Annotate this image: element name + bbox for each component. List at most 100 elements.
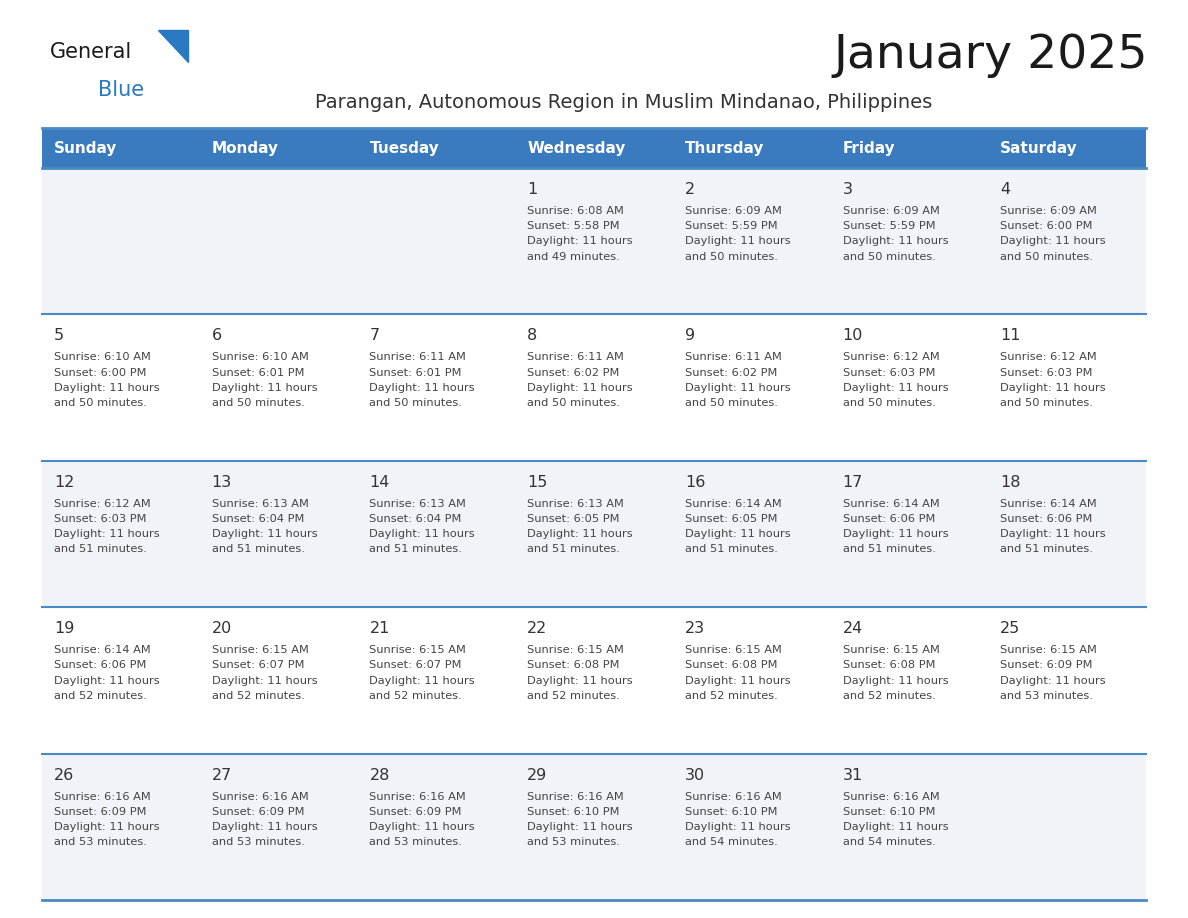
Text: Daylight: 11 hours: Daylight: 11 hours bbox=[842, 529, 948, 539]
Text: Sunrise: 6:16 AM: Sunrise: 6:16 AM bbox=[369, 791, 466, 801]
Text: and 52 minutes.: and 52 minutes. bbox=[684, 691, 778, 700]
Text: 3: 3 bbox=[842, 182, 853, 197]
Text: Friday: Friday bbox=[842, 140, 896, 155]
Text: and 51 minutes.: and 51 minutes. bbox=[842, 544, 935, 554]
Bar bbox=[42, 461, 1146, 607]
Text: Sunrise: 6:14 AM: Sunrise: 6:14 AM bbox=[842, 498, 940, 509]
Text: Sunset: 6:10 PM: Sunset: 6:10 PM bbox=[684, 807, 777, 817]
Text: Daylight: 11 hours: Daylight: 11 hours bbox=[527, 822, 633, 832]
Text: Sunrise: 6:13 AM: Sunrise: 6:13 AM bbox=[211, 498, 309, 509]
Text: and 51 minutes.: and 51 minutes. bbox=[369, 544, 462, 554]
Text: Daylight: 11 hours: Daylight: 11 hours bbox=[684, 676, 790, 686]
Text: Daylight: 11 hours: Daylight: 11 hours bbox=[1000, 529, 1106, 539]
Text: 21: 21 bbox=[369, 621, 390, 636]
Text: and 51 minutes.: and 51 minutes. bbox=[53, 544, 147, 554]
Text: Daylight: 11 hours: Daylight: 11 hours bbox=[53, 676, 159, 686]
Text: 4: 4 bbox=[1000, 182, 1011, 197]
Text: Sunset: 5:59 PM: Sunset: 5:59 PM bbox=[842, 221, 935, 231]
Text: 20: 20 bbox=[211, 621, 232, 636]
Text: and 52 minutes.: and 52 minutes. bbox=[369, 691, 462, 700]
Text: Sunset: 6:09 PM: Sunset: 6:09 PM bbox=[1000, 660, 1093, 670]
Text: Sunrise: 6:13 AM: Sunrise: 6:13 AM bbox=[527, 498, 624, 509]
Text: Wednesday: Wednesday bbox=[527, 140, 626, 155]
Text: Daylight: 11 hours: Daylight: 11 hours bbox=[842, 676, 948, 686]
Text: Sunset: 6:06 PM: Sunset: 6:06 PM bbox=[1000, 514, 1093, 524]
Text: and 50 minutes.: and 50 minutes. bbox=[527, 398, 620, 408]
Text: Sunrise: 6:09 AM: Sunrise: 6:09 AM bbox=[842, 206, 940, 216]
Text: Sunset: 6:02 PM: Sunset: 6:02 PM bbox=[527, 367, 619, 377]
Text: and 54 minutes.: and 54 minutes. bbox=[684, 837, 778, 847]
Text: Sunrise: 6:11 AM: Sunrise: 6:11 AM bbox=[684, 353, 782, 363]
Text: and 53 minutes.: and 53 minutes. bbox=[369, 837, 462, 847]
Text: 11: 11 bbox=[1000, 329, 1020, 343]
Text: and 53 minutes.: and 53 minutes. bbox=[53, 837, 147, 847]
Text: Daylight: 11 hours: Daylight: 11 hours bbox=[1000, 237, 1106, 246]
Text: 25: 25 bbox=[1000, 621, 1020, 636]
Text: General: General bbox=[50, 42, 132, 62]
Text: 18: 18 bbox=[1000, 475, 1020, 490]
Bar bbox=[830, 128, 988, 168]
Text: Sunrise: 6:09 AM: Sunrise: 6:09 AM bbox=[684, 206, 782, 216]
Text: Sunset: 6:00 PM: Sunset: 6:00 PM bbox=[53, 367, 146, 377]
Text: Daylight: 11 hours: Daylight: 11 hours bbox=[211, 676, 317, 686]
Text: Sunset: 6:04 PM: Sunset: 6:04 PM bbox=[211, 514, 304, 524]
Text: 13: 13 bbox=[211, 475, 232, 490]
Text: Sunrise: 6:15 AM: Sunrise: 6:15 AM bbox=[369, 645, 467, 655]
Text: Blue: Blue bbox=[97, 80, 144, 100]
Text: 29: 29 bbox=[527, 767, 548, 783]
Text: and 50 minutes.: and 50 minutes. bbox=[369, 398, 462, 408]
Text: and 53 minutes.: and 53 minutes. bbox=[527, 837, 620, 847]
Text: and 50 minutes.: and 50 minutes. bbox=[211, 398, 304, 408]
Text: January 2025: January 2025 bbox=[834, 32, 1148, 77]
Text: Sunset: 6:06 PM: Sunset: 6:06 PM bbox=[842, 514, 935, 524]
Text: 17: 17 bbox=[842, 475, 862, 490]
Text: and 50 minutes.: and 50 minutes. bbox=[1000, 252, 1093, 262]
Text: Sunrise: 6:15 AM: Sunrise: 6:15 AM bbox=[1000, 645, 1098, 655]
Text: Sunrise: 6:16 AM: Sunrise: 6:16 AM bbox=[527, 791, 624, 801]
Text: Daylight: 11 hours: Daylight: 11 hours bbox=[684, 237, 790, 246]
Bar bbox=[200, 128, 358, 168]
Text: Sunset: 6:02 PM: Sunset: 6:02 PM bbox=[684, 367, 777, 377]
Text: and 49 minutes.: and 49 minutes. bbox=[527, 252, 620, 262]
Bar bbox=[42, 607, 1146, 754]
Text: Sunset: 6:10 PM: Sunset: 6:10 PM bbox=[527, 807, 620, 817]
Text: Sunrise: 6:15 AM: Sunrise: 6:15 AM bbox=[527, 645, 624, 655]
Text: Sunset: 6:03 PM: Sunset: 6:03 PM bbox=[842, 367, 935, 377]
Text: Sunrise: 6:09 AM: Sunrise: 6:09 AM bbox=[1000, 206, 1098, 216]
Text: 24: 24 bbox=[842, 621, 862, 636]
Bar bbox=[42, 128, 200, 168]
Text: and 50 minutes.: and 50 minutes. bbox=[684, 398, 778, 408]
Text: and 50 minutes.: and 50 minutes. bbox=[842, 398, 935, 408]
Text: Daylight: 11 hours: Daylight: 11 hours bbox=[369, 676, 475, 686]
Text: 16: 16 bbox=[684, 475, 706, 490]
Text: Daylight: 11 hours: Daylight: 11 hours bbox=[842, 237, 948, 246]
Text: Daylight: 11 hours: Daylight: 11 hours bbox=[211, 383, 317, 393]
Text: Daylight: 11 hours: Daylight: 11 hours bbox=[1000, 676, 1106, 686]
Text: Sunset: 6:08 PM: Sunset: 6:08 PM bbox=[684, 660, 777, 670]
Text: Sunrise: 6:15 AM: Sunrise: 6:15 AM bbox=[684, 645, 782, 655]
Text: and 51 minutes.: and 51 minutes. bbox=[527, 544, 620, 554]
Text: and 50 minutes.: and 50 minutes. bbox=[842, 252, 935, 262]
Text: and 51 minutes.: and 51 minutes. bbox=[211, 544, 304, 554]
Text: 28: 28 bbox=[369, 767, 390, 783]
Text: 15: 15 bbox=[527, 475, 548, 490]
Text: 23: 23 bbox=[684, 621, 704, 636]
Text: Sunset: 6:07 PM: Sunset: 6:07 PM bbox=[369, 660, 462, 670]
Text: and 52 minutes.: and 52 minutes. bbox=[842, 691, 935, 700]
Text: Sunrise: 6:16 AM: Sunrise: 6:16 AM bbox=[684, 791, 782, 801]
Text: 22: 22 bbox=[527, 621, 548, 636]
Text: Sunset: 5:59 PM: Sunset: 5:59 PM bbox=[684, 221, 777, 231]
Text: Daylight: 11 hours: Daylight: 11 hours bbox=[53, 529, 159, 539]
Text: Thursday: Thursday bbox=[684, 140, 764, 155]
Text: 5: 5 bbox=[53, 329, 64, 343]
Bar bbox=[358, 128, 516, 168]
Text: Sunset: 6:07 PM: Sunset: 6:07 PM bbox=[211, 660, 304, 670]
Text: 6: 6 bbox=[211, 329, 222, 343]
Text: Daylight: 11 hours: Daylight: 11 hours bbox=[53, 383, 159, 393]
Text: Monday: Monday bbox=[211, 140, 279, 155]
Text: Saturday: Saturday bbox=[1000, 140, 1078, 155]
Text: Daylight: 11 hours: Daylight: 11 hours bbox=[369, 383, 475, 393]
Text: Sunset: 5:58 PM: Sunset: 5:58 PM bbox=[527, 221, 620, 231]
Text: 12: 12 bbox=[53, 475, 75, 490]
Text: Daylight: 11 hours: Daylight: 11 hours bbox=[53, 822, 159, 832]
